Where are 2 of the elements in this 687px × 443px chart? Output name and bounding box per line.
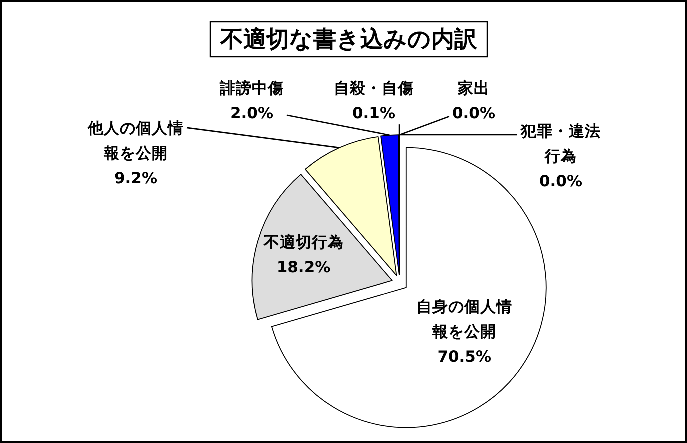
title: 不適切な書き込みの内訳 (210, 21, 488, 58)
chart-title: 不適切な書き込みの内訳 (220, 26, 478, 53)
